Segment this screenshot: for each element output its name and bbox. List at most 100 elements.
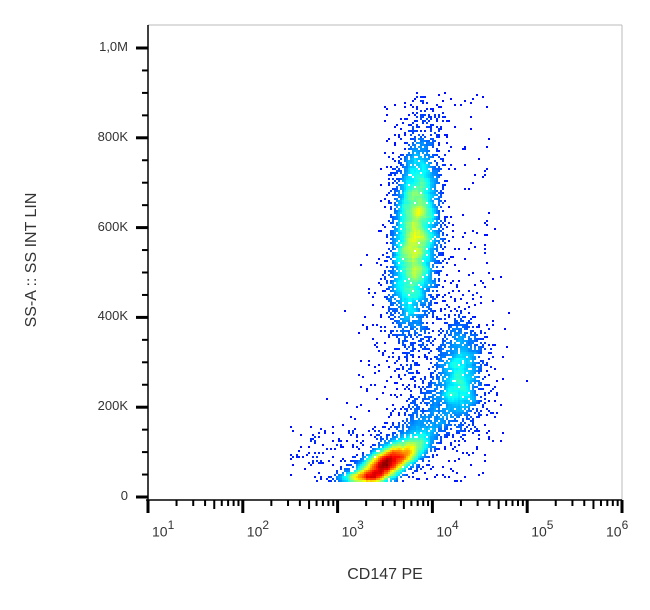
event-bin (422, 282, 424, 284)
event-bin (418, 296, 420, 298)
event-bin (398, 136, 400, 138)
event-bin (488, 374, 490, 376)
event-bin (380, 184, 382, 186)
event-bin (410, 276, 412, 278)
event-bin (414, 214, 416, 216)
event-bin (408, 332, 410, 334)
event-bin (408, 114, 410, 116)
event-bin (426, 260, 428, 262)
event-bin (426, 212, 428, 214)
event-bin (458, 370, 460, 372)
event-bin (374, 344, 376, 346)
event-bin (400, 242, 402, 244)
event-bin (428, 304, 430, 306)
event-bin (420, 114, 422, 116)
event-bin (458, 336, 460, 338)
event-bin (462, 342, 464, 344)
event-bin (404, 190, 406, 192)
event-bin (420, 184, 422, 186)
event-bin (428, 340, 430, 342)
event-bin (408, 216, 410, 218)
event-bin (470, 398, 472, 400)
event-bin (432, 250, 434, 252)
event-bin (418, 456, 420, 458)
event-bin (416, 332, 418, 334)
event-bin (430, 284, 432, 286)
event-bin (472, 388, 474, 390)
event-bin (386, 296, 388, 298)
event-bin (454, 392, 456, 394)
event-bin (466, 374, 468, 376)
event-bin (368, 458, 370, 460)
x-tick-base: 10 (246, 523, 263, 540)
event-bin (388, 334, 390, 336)
event-bin (428, 142, 430, 144)
event-bin (394, 212, 396, 214)
event-bin (430, 176, 432, 178)
event-bin (404, 320, 406, 322)
event-bin (368, 464, 370, 466)
event-bin (400, 212, 402, 214)
event-bin (404, 168, 406, 170)
event-bin (416, 106, 418, 108)
event-bin (370, 452, 372, 454)
event-bin (414, 460, 416, 462)
event-bin (456, 350, 458, 352)
event-bin (430, 250, 432, 252)
event-bin (366, 464, 368, 466)
event-bin (338, 440, 340, 442)
event-bin (364, 472, 366, 474)
event-bin (454, 322, 456, 324)
event-bin (454, 332, 456, 334)
event-bin (472, 372, 474, 374)
event-bin (426, 456, 428, 458)
event-bin (424, 208, 426, 210)
event-bin (408, 414, 410, 416)
event-bin (416, 96, 418, 98)
event-bin (466, 342, 468, 344)
event-bin (410, 208, 412, 210)
event-bin (412, 232, 414, 234)
event-bin (438, 384, 440, 386)
event-bin (416, 170, 418, 172)
event-bin (432, 230, 434, 232)
event-bin (394, 240, 396, 242)
event-bin (414, 302, 416, 304)
event-bin (394, 362, 396, 364)
event-bin (416, 194, 418, 196)
event-bin (410, 288, 412, 290)
event-bin (416, 226, 418, 228)
event-bin (462, 316, 464, 318)
event-bin (406, 272, 408, 274)
event-bin (412, 288, 414, 290)
event-bin (438, 410, 440, 412)
event-bin (458, 384, 460, 386)
event-bin (410, 456, 412, 458)
event-bin (340, 446, 342, 448)
event-bin (410, 146, 412, 148)
event-bin (394, 454, 396, 456)
event-bin (410, 234, 412, 236)
event-bin (436, 434, 438, 436)
event-bin (428, 186, 430, 188)
event-bin (418, 454, 420, 456)
event-bin (406, 196, 408, 198)
event-bin (448, 328, 450, 330)
x-tick-exponent: 4 (451, 518, 459, 532)
event-bin (450, 420, 452, 422)
event-bin (420, 276, 422, 278)
event-bin (420, 288, 422, 290)
event-bin (398, 290, 400, 292)
event-bin (362, 440, 364, 442)
event-bin (494, 400, 496, 402)
event-bin (422, 416, 424, 418)
event-bin (454, 342, 456, 344)
event-bin (404, 102, 406, 104)
event-bin (416, 270, 418, 272)
event-bin (406, 170, 408, 172)
event-bin (488, 392, 490, 394)
event-bin (422, 328, 424, 330)
event-bin (388, 474, 390, 476)
event-bin (406, 462, 408, 464)
event-bin (416, 364, 418, 366)
